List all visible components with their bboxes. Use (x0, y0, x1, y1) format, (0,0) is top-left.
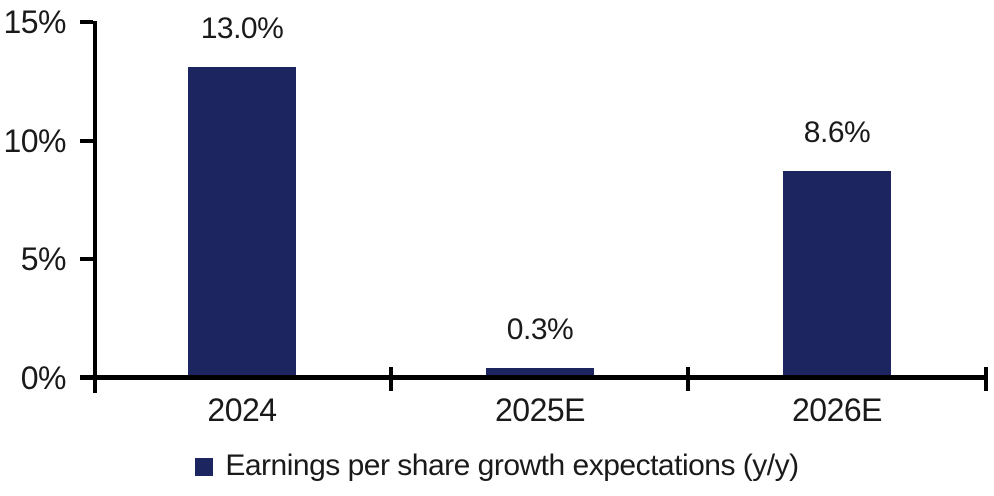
x-tick-3 (984, 367, 988, 391)
y-tick-5% (80, 257, 93, 261)
y-axis-label-0%: 0% (20, 360, 67, 396)
value-label-2026E: 8.6% (803, 116, 871, 149)
y-axis-line (93, 21, 97, 393)
x-axis-label-2024: 2024 (207, 392, 277, 428)
x-tick-2 (686, 367, 690, 391)
bar-2026E (783, 171, 891, 375)
x-tick-1 (389, 367, 393, 391)
x-axis-label-2025E: 2025E (494, 392, 586, 428)
value-label-2024: 13.0% (200, 12, 284, 45)
bar-2025E (486, 368, 594, 375)
y-axis-label-10%: 10% (3, 123, 66, 159)
x-axis-line (80, 375, 986, 380)
y-tick-15% (80, 20, 93, 24)
x-axis-label-2026E: 2026E (791, 392, 883, 428)
chart-legend: Earnings per share growth expectations (… (0, 449, 994, 483)
legend-swatch-square-icon (195, 458, 214, 476)
y-tick-10% (80, 139, 93, 143)
bar-2024 (188, 67, 296, 375)
value-label-2025E: 0.3% (506, 313, 574, 346)
legend-series-label: Earnings per share growth expectations (… (225, 449, 799, 482)
y-axis-label-5%: 5% (20, 241, 67, 277)
y-axis-label-15%: 15% (3, 4, 66, 40)
